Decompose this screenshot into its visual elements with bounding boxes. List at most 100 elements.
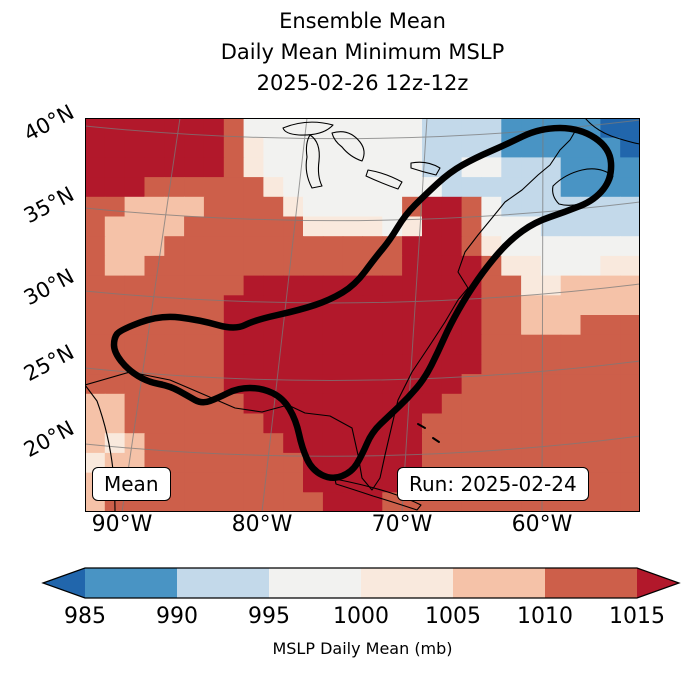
heatmap-cell bbox=[402, 255, 423, 277]
heatmap-cell bbox=[164, 334, 185, 355]
heatmap-cell bbox=[104, 374, 126, 395]
heatmap-cell bbox=[382, 433, 403, 454]
heatmap-cell bbox=[342, 236, 364, 257]
heatmap-cell bbox=[283, 354, 304, 375]
heatmap-cell bbox=[263, 196, 284, 218]
heatmap-cell bbox=[481, 177, 502, 198]
heatmap-cell bbox=[600, 334, 621, 355]
heatmap-cell bbox=[322, 275, 344, 296]
heatmap-cell bbox=[85, 393, 106, 415]
heatmap-cell bbox=[164, 413, 185, 434]
heatmap-cell bbox=[501, 295, 522, 316]
heatmap-cell bbox=[422, 255, 443, 277]
heatmap-cell bbox=[481, 295, 502, 316]
heatmap-cell bbox=[501, 275, 522, 296]
heatmap-cell bbox=[164, 236, 185, 257]
mean-box: Mean bbox=[92, 467, 171, 501]
heatmap-cell bbox=[322, 374, 344, 395]
heatmap-cell bbox=[620, 413, 640, 434]
heatmap-cell bbox=[322, 236, 344, 257]
heatmap-cell bbox=[243, 177, 264, 198]
heatmap-cell bbox=[560, 137, 582, 158]
heatmap-cell bbox=[560, 157, 582, 178]
heatmap-cell bbox=[402, 275, 423, 296]
heatmap-cell bbox=[521, 137, 542, 158]
heatmap-cell bbox=[283, 374, 304, 395]
heatmap-cell bbox=[461, 216, 482, 237]
heatmap-cell bbox=[263, 216, 284, 237]
heatmap-cell bbox=[501, 393, 522, 415]
heatmap-cell bbox=[322, 452, 344, 474]
heatmap-cell bbox=[184, 137, 205, 158]
heatmap-cell bbox=[223, 216, 245, 237]
heatmap-cell bbox=[303, 216, 324, 237]
heatmap-cell bbox=[620, 354, 640, 375]
heatmap-cell bbox=[184, 492, 205, 512]
heatmap-cell bbox=[322, 315, 344, 336]
heatmap-cell bbox=[600, 472, 621, 493]
heatmap-cell bbox=[402, 315, 423, 336]
heatmap-cell bbox=[124, 295, 145, 316]
heatmap-cell bbox=[322, 216, 344, 237]
heatmap-cell bbox=[620, 236, 640, 257]
heatmap-cell bbox=[441, 275, 463, 296]
heatmap-cell bbox=[362, 315, 383, 336]
heatmap-cell bbox=[223, 137, 245, 158]
heatmap-cell bbox=[243, 354, 264, 375]
heatmap-cell bbox=[600, 492, 621, 512]
heatmap-cell bbox=[85, 275, 106, 296]
heatmap-cell bbox=[322, 157, 344, 178]
colorbar-segment bbox=[269, 568, 362, 598]
heatmap-cell bbox=[283, 315, 304, 336]
heatmap-cell bbox=[104, 157, 126, 178]
colorbar-tick-label: 1000 bbox=[333, 604, 389, 629]
heatmap-cell bbox=[144, 177, 165, 198]
heatmap-cell bbox=[85, 177, 106, 198]
heatmap-cell bbox=[303, 334, 324, 355]
heatmap-cell bbox=[203, 177, 225, 198]
heatmap-cell bbox=[223, 452, 245, 474]
heatmap-cell bbox=[481, 157, 502, 178]
heatmap-cell bbox=[104, 275, 126, 296]
colorbar-segment bbox=[361, 568, 454, 598]
heatmap-cell bbox=[600, 196, 621, 218]
heatmap-cell bbox=[124, 275, 145, 296]
heatmap-cell bbox=[223, 236, 245, 257]
meridian-60w bbox=[541, 118, 544, 512]
heatmap-cell bbox=[104, 177, 126, 198]
heatmap-cell bbox=[580, 354, 601, 375]
heatmap-cell bbox=[501, 354, 522, 375]
heatmap-cell bbox=[600, 236, 621, 257]
heatmap-cell bbox=[104, 255, 126, 277]
heatmap-cell bbox=[85, 118, 106, 139]
heatmap-cell bbox=[243, 334, 264, 355]
heatmap-cell bbox=[620, 196, 640, 218]
heatmap-cell bbox=[402, 433, 423, 454]
coastline-mainland bbox=[85, 127, 578, 491]
heatmap-cell bbox=[362, 472, 383, 493]
heatmap-cell bbox=[243, 118, 264, 139]
heatmap-cell bbox=[521, 413, 542, 434]
heatmap-cell bbox=[85, 315, 106, 336]
feature-contour bbox=[110, 124, 615, 481]
heatmap-cell bbox=[223, 196, 245, 218]
heatmap-cell bbox=[283, 275, 304, 296]
heatmap-cell bbox=[322, 118, 344, 139]
heatmap-cell bbox=[362, 393, 383, 415]
heatmap-cell bbox=[600, 216, 621, 237]
heatmap-cell bbox=[560, 236, 582, 257]
heatmap-cell bbox=[184, 157, 205, 178]
heatmap-cell bbox=[203, 492, 225, 512]
heatmap-cell bbox=[600, 452, 621, 474]
heatmap-cell bbox=[85, 137, 106, 158]
heatmap-cell bbox=[382, 275, 403, 296]
heatmap-cell bbox=[521, 354, 542, 375]
colorbar-label: MSLP Daily Mean (mb) bbox=[272, 639, 453, 658]
heatmap-cell bbox=[600, 295, 621, 316]
heatmap-cell bbox=[342, 334, 364, 355]
heatmap-cell bbox=[243, 472, 264, 493]
heatmap-cell bbox=[322, 354, 344, 375]
heatmap-cell bbox=[283, 492, 304, 512]
heatmap-cell bbox=[184, 275, 205, 296]
heatmap-cell bbox=[461, 236, 482, 257]
